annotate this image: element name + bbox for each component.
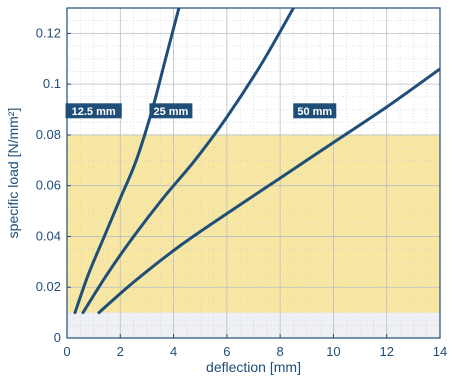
y-tick-label: 0.02 [36, 279, 61, 294]
x-tick-label: 0 [63, 344, 70, 359]
x-tick-label: 12 [379, 344, 393, 359]
x-tick-label: 14 [433, 344, 447, 359]
y-axis-label: specific load [N/mm²] [5, 108, 21, 239]
y-tick-label: 0 [54, 330, 61, 345]
y-tick-label: 0.06 [36, 178, 61, 193]
series-label: 12.5 mm [72, 106, 116, 118]
y-tick-label: 0.1 [43, 76, 61, 91]
series-label-box [293, 103, 337, 119]
series-label-box [65, 103, 122, 119]
plot-frame [66, 7, 441, 339]
series-label-box [149, 103, 193, 119]
series-line [97, 67, 440, 315]
y-tick-label: 0.08 [36, 127, 61, 142]
series-line [73, 8, 181, 315]
x-tick-label: 10 [326, 344, 340, 359]
series-line [81, 8, 295, 315]
y-tick-label: 0.12 [36, 25, 61, 40]
x-tick-label: 8 [277, 344, 284, 359]
x-tick-label: 6 [223, 344, 230, 359]
x-axis-label: deflection [mm] [206, 359, 301, 375]
x-tick-label: 2 [117, 344, 124, 359]
series-label: 50 mm [297, 106, 332, 118]
y-tick-label: 0.04 [36, 228, 61, 243]
series-label: 25 mm [153, 106, 188, 118]
x-tick-label: 4 [170, 344, 177, 359]
